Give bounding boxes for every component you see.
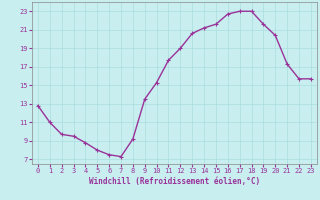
X-axis label: Windchill (Refroidissement éolien,°C): Windchill (Refroidissement éolien,°C)	[89, 177, 260, 186]
